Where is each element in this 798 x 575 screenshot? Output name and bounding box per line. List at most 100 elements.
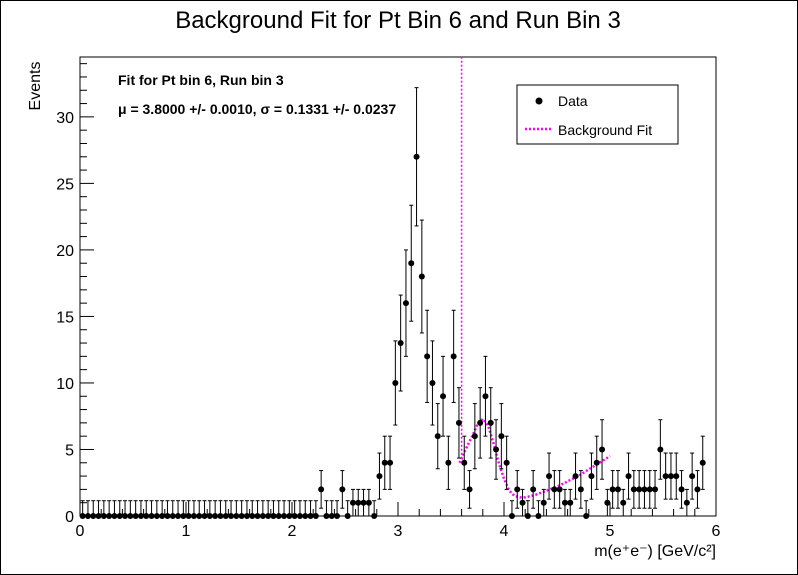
data-bin — [551, 470, 558, 509]
data-bin — [265, 500, 272, 519]
data-bin — [609, 470, 616, 509]
x-tick-label: 0 — [76, 523, 85, 540]
data-bin — [360, 488, 367, 517]
y-tick-label: 20 — [56, 243, 74, 260]
data-point — [222, 513, 229, 519]
data-point — [312, 513, 319, 519]
data-bin — [620, 488, 627, 517]
data-point — [79, 513, 86, 519]
fit-annotation-params: μ = 3.8000 +/- 0.0010, σ = 0.1331 +/- 0.… — [118, 101, 396, 117]
data-point — [106, 513, 113, 519]
data-bin — [636, 470, 643, 509]
data-bin — [593, 435, 600, 490]
data-bin — [127, 500, 134, 519]
y-tick-label: 0 — [65, 509, 74, 526]
data-bin — [614, 470, 621, 509]
data-point — [620, 499, 627, 506]
data-bin — [201, 500, 208, 519]
data-point — [424, 353, 431, 360]
x-tick-label: 6 — [712, 523, 721, 540]
data-bin — [275, 500, 282, 519]
data-bin — [689, 452, 696, 500]
data-point — [349, 499, 356, 506]
data-point — [572, 473, 579, 480]
data-bin — [122, 500, 129, 519]
data-bin — [281, 500, 288, 519]
data-point — [503, 459, 510, 466]
data-bin — [413, 87, 420, 227]
data-bin — [424, 309, 431, 403]
data-bin — [471, 403, 478, 470]
data-bin — [630, 470, 637, 509]
data-bin — [190, 500, 197, 519]
data-point — [514, 486, 521, 493]
data-bin — [318, 470, 325, 509]
data-point — [339, 486, 346, 493]
data-point — [116, 513, 123, 519]
x-tick-label: 2 — [288, 523, 297, 540]
data-point — [466, 486, 473, 493]
data-point — [270, 513, 277, 519]
data-point — [678, 486, 685, 493]
data-point — [344, 513, 351, 519]
data-point — [519, 499, 526, 506]
data-point — [689, 473, 696, 480]
data-point — [625, 473, 632, 480]
data-point — [296, 513, 303, 519]
data-point — [212, 513, 219, 519]
data-point — [132, 513, 139, 519]
data-bin — [159, 500, 166, 519]
data-point — [169, 513, 176, 519]
data-point — [392, 379, 399, 386]
data-point — [588, 473, 595, 480]
data-bin — [577, 470, 584, 509]
data-bin — [392, 340, 399, 426]
data-bin — [503, 435, 510, 490]
data-bin — [376, 452, 383, 500]
data-point — [95, 513, 102, 519]
data-bin — [291, 500, 298, 519]
data-bin — [371, 500, 378, 519]
data-point — [551, 486, 558, 493]
data-bin — [530, 470, 537, 509]
data-point — [281, 513, 288, 519]
data-bin — [212, 500, 219, 519]
data-point — [228, 513, 235, 519]
data-point — [90, 513, 97, 519]
data-point — [307, 513, 314, 519]
data-bin — [90, 500, 97, 519]
data-point — [365, 499, 372, 506]
data-point — [673, 473, 680, 480]
data-point — [471, 433, 478, 440]
data-point — [259, 513, 266, 519]
data-point — [371, 513, 378, 519]
data-point — [159, 513, 166, 519]
data-bin — [169, 500, 176, 519]
data-bin — [286, 500, 293, 519]
data-point — [302, 513, 309, 519]
data-point — [583, 513, 590, 519]
data-bin — [334, 500, 341, 519]
data-point — [175, 513, 182, 519]
data-bin — [143, 500, 150, 519]
data-bin — [249, 500, 256, 519]
y-tick-label: 30 — [56, 110, 74, 127]
y-tick-label: 10 — [56, 376, 74, 393]
data-bin — [180, 500, 187, 519]
data-point — [334, 513, 341, 519]
data-point — [646, 486, 653, 493]
data-bin — [217, 500, 224, 519]
data-bin — [95, 500, 102, 519]
data-bin — [349, 488, 356, 517]
data-bin — [567, 488, 574, 517]
data-point — [561, 499, 568, 506]
data-bin — [561, 488, 568, 517]
data-point — [641, 486, 648, 493]
y-tick-label: 5 — [65, 442, 74, 459]
data-bin — [445, 435, 452, 490]
data-point — [243, 513, 250, 519]
data-bin — [667, 452, 674, 500]
data-point — [238, 513, 245, 519]
fit-annotation-title: Fit for Pt bin 6, Run bin 3 — [118, 72, 284, 88]
